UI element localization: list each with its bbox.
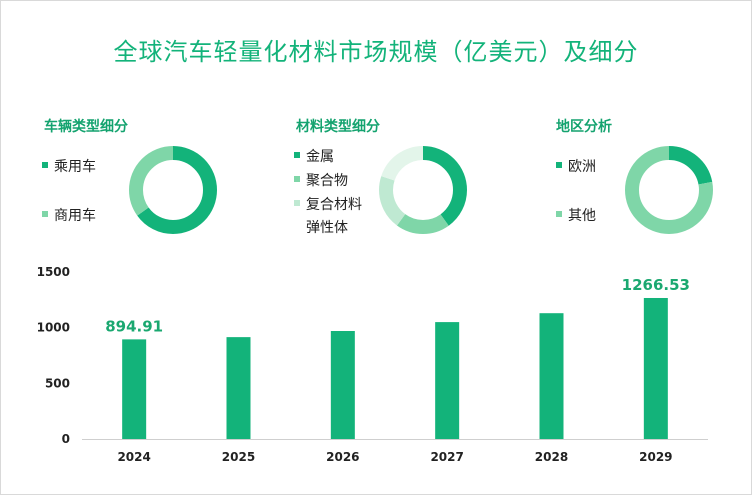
legend-label: 其他	[568, 208, 596, 224]
x-tick-label: 2024	[117, 450, 150, 464]
y-tick-label: 500	[45, 376, 70, 390]
legend-label: 聚合物	[306, 173, 348, 189]
legend-swatch	[294, 176, 300, 182]
x-tick-label: 2026	[326, 450, 359, 464]
legend-swatch	[294, 152, 300, 158]
donut-slice-弹性体	[379, 146, 467, 234]
donut-slice-聚合物	[379, 146, 467, 234]
donut-chart-2	[379, 146, 467, 234]
legend-label: 欧洲	[568, 159, 596, 175]
legend-item-composite: 复合材料	[294, 194, 362, 214]
legend-item-other: 其他	[556, 205, 596, 225]
data-label: 894.91	[105, 317, 163, 335]
donut-slice-复合材料	[379, 146, 467, 234]
legend-swatch	[556, 211, 562, 217]
x-tick-label: 2025	[222, 450, 255, 464]
legend-item-elastomer: 弹性体	[306, 217, 348, 237]
page-title: 全球汽车轻量化材料市场规模（亿美元）及细分	[113, 38, 639, 66]
bar-2029	[643, 297, 668, 439]
legend-item-commercial-vehicle: 商用车	[42, 205, 96, 225]
legend-item-polymer: 聚合物	[294, 170, 348, 190]
legend-item-europe: 欧洲	[556, 156, 596, 176]
x-tick-label: 2028	[535, 450, 568, 464]
bar-2028	[539, 313, 564, 439]
donut-slice-商用车	[129, 146, 217, 234]
legend-label: 弹性体	[306, 220, 348, 236]
legend-label: 商用车	[54, 208, 96, 224]
x-tick-label: 2027	[430, 450, 463, 464]
vehicle-type-title: 车辆类型细分	[44, 119, 128, 135]
bar-2026	[330, 331, 355, 439]
legend-swatch	[556, 162, 562, 168]
donut-chart-3	[625, 146, 713, 234]
legend-label: 金属	[306, 149, 334, 165]
bar-2025	[226, 337, 251, 439]
bar-2024	[122, 339, 147, 439]
legend-swatch	[42, 211, 48, 217]
data-label: 1266.53	[622, 276, 690, 294]
legend-swatch	[42, 162, 48, 168]
y-tick-label: 0	[62, 432, 70, 446]
x-tick-label: 2029	[639, 450, 672, 464]
y-tick-label: 1000	[37, 321, 70, 335]
legend-label: 乘用车	[54, 159, 96, 175]
legend-label: 复合材料	[306, 197, 362, 213]
y-tick-label: 1500	[37, 265, 70, 279]
region-title: 地区分析	[556, 119, 612, 135]
donut-slice-其他	[625, 146, 713, 234]
bar-chart: 0 500 1000 1500 2024 894.91 2025 2026 2027 2028 20…	[37, 265, 708, 464]
donut-chart-1	[129, 146, 217, 234]
legend-swatch	[294, 200, 300, 206]
material-type-title: 材料类型细分	[296, 119, 380, 135]
legend-item-passenger-car: 乘用车	[42, 156, 96, 176]
legend-item-metal: 金属	[294, 146, 334, 166]
bar-2027	[435, 322, 460, 439]
